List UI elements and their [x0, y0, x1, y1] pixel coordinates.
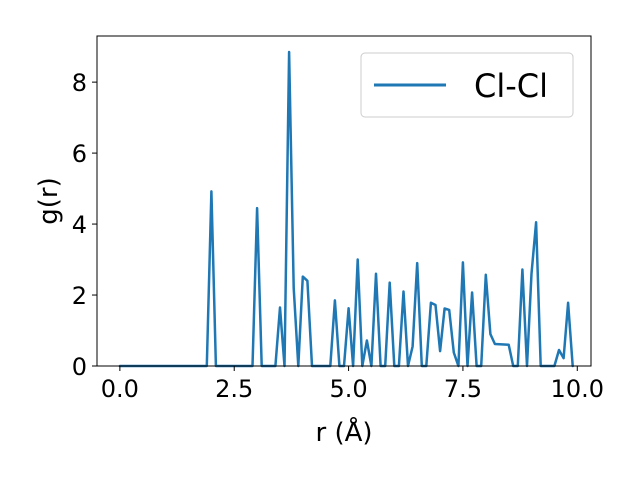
y-tick-label: 6	[72, 140, 87, 168]
x-tick-label: 10.0	[551, 375, 604, 403]
plot-frame	[96, 35, 592, 367]
y-tick-label: 0	[72, 353, 87, 381]
x-axis-label: r (Å)	[315, 416, 372, 448]
y-tick-label: 2	[72, 282, 87, 310]
y-tick-label: 4	[72, 211, 87, 239]
y-tick-label: 8	[72, 69, 87, 97]
x-tick-label: 2.5	[215, 375, 253, 403]
x-tick-label: 0.0	[101, 375, 139, 403]
legend-label: Cl-Cl	[474, 67, 548, 105]
x-tick-label: 5.0	[329, 375, 367, 403]
y-axis-label: g(r)	[34, 177, 64, 224]
legend-box	[360, 52, 574, 118]
legend: Cl-Cl	[360, 52, 574, 118]
x-tick-label: 7.5	[444, 375, 482, 403]
ticks-layer: 0.0 2.5 5.0 7.5 10.0 0 2 4 6 8	[72, 69, 604, 403]
